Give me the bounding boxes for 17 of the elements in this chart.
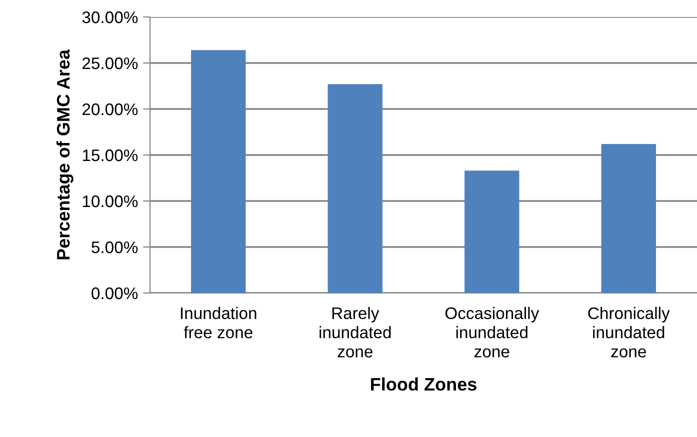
y-tick-label: 30.00% (82, 11, 138, 24)
bar (328, 84, 382, 293)
y-tick-label: 25.00% (82, 57, 138, 70)
bar (601, 144, 656, 293)
y-tick-label: 15.00% (82, 149, 138, 162)
x-tick-label: Occasionally inundated zone (445, 306, 540, 358)
y-axis-title: Percentage of GMC Area (56, 49, 74, 260)
bar (191, 50, 246, 293)
bar (464, 170, 520, 293)
x-tick-label: Inundation free zone (180, 306, 256, 338)
y-tick-label: 10.00% (82, 195, 138, 208)
x-tick-label: Rarely inundated zone (320, 306, 391, 358)
x-axis-title: Flood Zones (371, 377, 476, 391)
y-tick-label: 20.00% (82, 103, 138, 116)
y-tick-label: 0.00% (92, 287, 138, 300)
x-tick-label: Chronically inundated zone (588, 306, 670, 358)
y-tick-label: 5.00% (92, 241, 138, 254)
